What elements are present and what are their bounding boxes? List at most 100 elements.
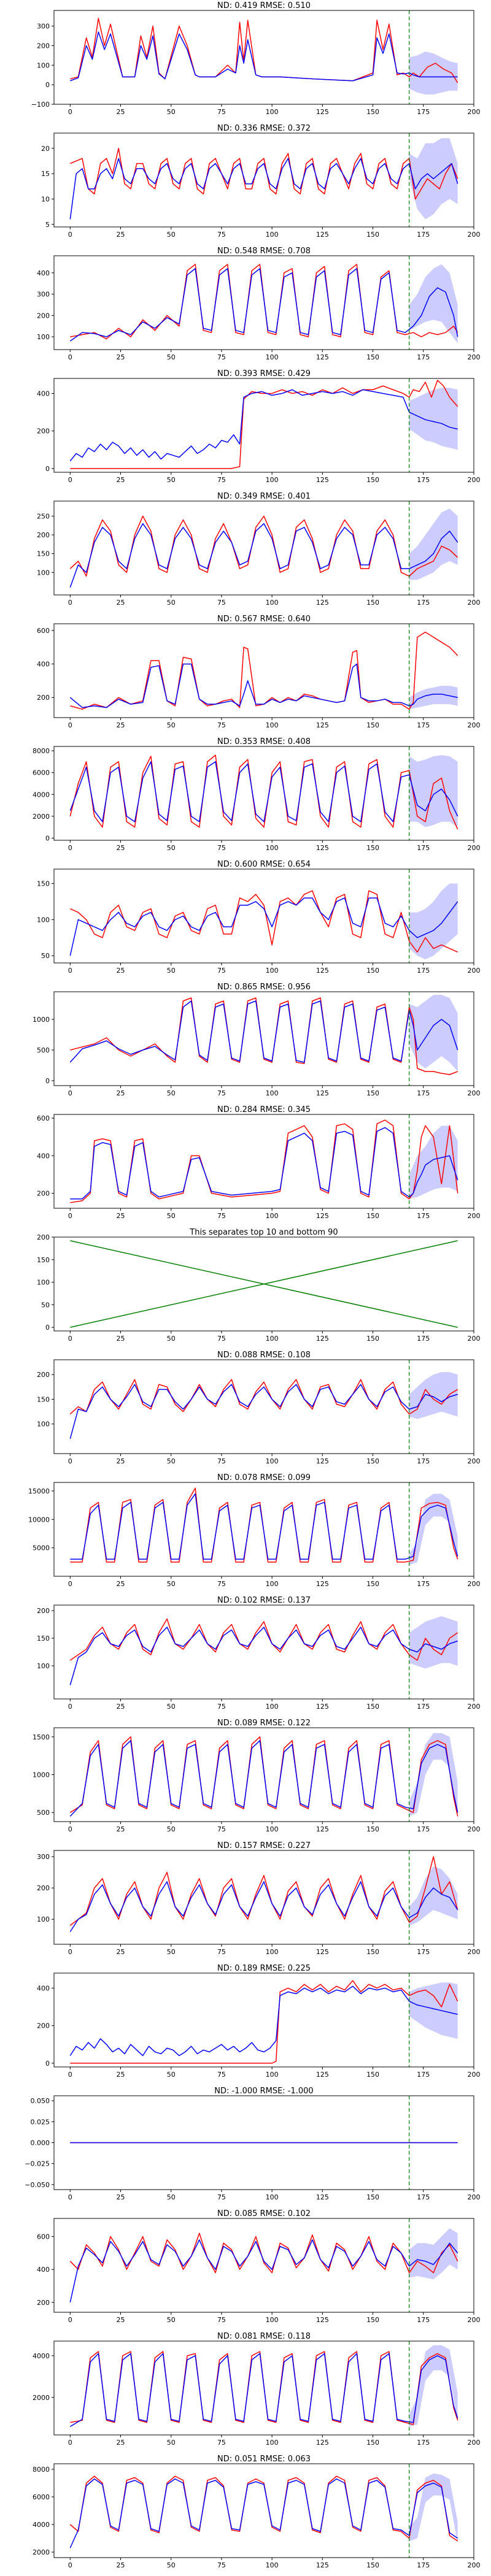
chart-panel-18: ND: -1.000 RMSE: -1.000 0 25 50 75 100 125 150 1…: [25, 2087, 480, 2201]
x-tick-label: 0: [68, 599, 72, 607]
confidence-band: [409, 1372, 458, 1419]
x-tick-label: 150: [366, 2439, 379, 2447]
axes-frame: [53, 1359, 474, 1454]
x-tick-label: 75: [217, 2071, 226, 2079]
y-tick-label: 200: [37, 42, 50, 50]
axes-frame: [53, 132, 474, 228]
x-tick-label: 200: [468, 721, 481, 729]
x-tick-label: 150: [366, 1457, 379, 1465]
x-tick-label: 125: [316, 353, 329, 361]
chart-title: ND: 0.081 RMSE: 0.118: [217, 2332, 311, 2341]
y-tick-label: 600: [37, 627, 50, 635]
x-tick-label: 50: [167, 844, 176, 852]
chart-title: ND: 0.393 RMSE: 0.429: [217, 369, 311, 378]
x-tick-label: 125: [316, 2439, 329, 2447]
x-tick-label: 0: [68, 476, 72, 484]
predicted-series-line: [69, 897, 458, 956]
x-tick-label: 175: [417, 2439, 430, 2447]
x-tick-label: 150: [366, 721, 379, 729]
plot-area: [69, 624, 458, 718]
chart-title: ND: 0.336 RMSE: 0.372: [217, 124, 311, 133]
x-tick-label: 150: [366, 1703, 379, 1711]
plot-area: [70, 1482, 458, 1576]
confidence-band: [409, 264, 458, 343]
y-tick-label: 4000: [33, 2352, 50, 2360]
axes-frame: [53, 1114, 474, 1209]
axes-frame: [53, 991, 474, 1086]
y-tick-label: 6000: [33, 2493, 50, 2501]
plot-area: [69, 1605, 458, 1699]
predicted-series-line: [69, 268, 458, 342]
y-tick-label: 200: [37, 1884, 50, 1892]
y-tick-label: 200: [37, 1607, 50, 1615]
y-tick-label: 2000: [33, 2548, 50, 2556]
x-tick-label: 150: [366, 844, 379, 852]
plot-area: [69, 1973, 458, 2067]
x-tick-label: 200: [468, 599, 481, 607]
x-tick-label: 0: [68, 108, 72, 116]
x-tick-label: 75: [217, 1703, 226, 1711]
x-tick-label: 100: [266, 1335, 279, 1343]
x-tick-label: 50: [167, 2439, 176, 2447]
x-tick-label: 150: [366, 2071, 379, 2079]
confidence-band: [409, 1733, 458, 1817]
x-tick-label: 75: [217, 967, 226, 975]
chart-panel-14: ND: 0.102 RMSE: 0.137 0 25 50 75 100 125 150 175…: [37, 1596, 481, 1711]
axes-frame: [53, 1850, 474, 1945]
x-tick-label: 100: [266, 2561, 279, 2569]
chart-title: ND: 0.349 RMSE: 0.401: [217, 492, 311, 501]
x-tick-label: 150: [366, 1089, 379, 1097]
chart-panel-10: ND: 0.284 RMSE: 0.345 0 25 50 75 100 125 150 175…: [37, 1105, 481, 1220]
x-tick-label: 125: [316, 1457, 329, 1465]
y-tick-label: 100: [37, 333, 50, 341]
x-tick-label: 150: [366, 2193, 379, 2201]
x-tick-label: 125: [316, 1703, 329, 1711]
actual-series-line: [69, 515, 458, 577]
y-tick-label: 200: [37, 427, 50, 435]
chart-panel-1: ND: 0.419 RMSE: 0.510 0 25 50 75 100 125 150 175…: [31, 1, 481, 116]
y-tick-label: −100: [31, 101, 50, 109]
axes-frame: [53, 2463, 474, 2558]
confidence-band: [409, 686, 458, 710]
chart-title: This separates top 10 and bottom 90: [189, 1228, 338, 1237]
x-tick-label: 200: [468, 1703, 481, 1711]
x-tick-label: 125: [316, 967, 329, 975]
x-tick-label: 50: [167, 1703, 176, 1711]
x-tick-label: 0: [68, 1089, 72, 1097]
x-tick-label: 0: [68, 2439, 72, 2447]
axes-frame: [53, 1482, 474, 1577]
x-tick-label: 0: [68, 2193, 72, 2201]
chart-panel-11: This separates top 10 and bottom 90 0 25 50…: [37, 1228, 481, 1343]
x-tick-label: 175: [417, 353, 430, 361]
y-tick-label: 4000: [33, 791, 50, 799]
x-tick-label: 125: [316, 2316, 329, 2324]
actual-series-line: [69, 1618, 458, 1661]
x-tick-label: 50: [167, 721, 176, 729]
y-tick-label: 150: [37, 1256, 50, 1264]
x-tick-label: 125: [316, 2193, 329, 2201]
y-tick-label: 2000: [33, 813, 50, 821]
x-tick-label: 200: [468, 1335, 481, 1343]
actual-series-line: [69, 754, 458, 830]
axes-frame: [53, 255, 474, 350]
x-tick-label: 25: [117, 231, 125, 239]
chart-panel-5: ND: 0.349 RMSE: 0.401 0 25 50 75 100 125 150 175…: [37, 492, 481, 607]
x-tick-label: 175: [417, 476, 430, 484]
x-tick-label: 125: [316, 721, 329, 729]
chart-panel-21: ND: 0.051 RMSE: 0.063 0 25 50 75 100 125 150 175…: [33, 2455, 481, 2569]
plot-area: [69, 1360, 458, 1454]
x-tick-label: 100: [266, 353, 279, 361]
x-tick-label: 75: [217, 1089, 226, 1097]
y-tick-label: 0: [45, 834, 50, 842]
confidence-band: [409, 508, 458, 580]
predicted-series-line: [69, 523, 458, 588]
separator-line-2: [70, 1240, 458, 1328]
x-tick-label: 125: [316, 1825, 329, 1833]
y-tick-label: 1000: [33, 1771, 50, 1779]
axes-frame: [53, 623, 474, 718]
x-tick-label: 0: [68, 2071, 72, 2079]
x-tick-label: 150: [366, 353, 379, 361]
x-tick-label: 200: [468, 476, 481, 484]
y-tick-label: 600: [37, 2233, 50, 2241]
x-tick-label: 75: [217, 2193, 226, 2201]
